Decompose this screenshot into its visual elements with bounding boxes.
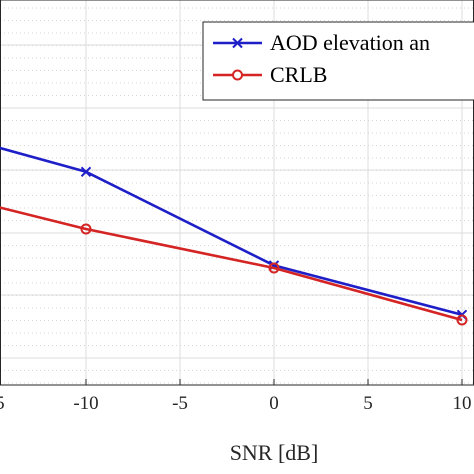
x-tick-label: 5 [363, 393, 373, 414]
x-axis-label: SNR [dB] [230, 440, 319, 465]
legend-label: AOD elevation an [270, 30, 430, 55]
series-point-circle [268, 262, 280, 274]
legend: AOD elevation an CRLB [202, 21, 474, 101]
series-point-x [80, 166, 92, 178]
legend-box [202, 21, 474, 101]
legend-marker [232, 69, 243, 81]
series-point-circle [80, 223, 92, 235]
x-tick-label: 0 [269, 393, 279, 414]
x-tick-label: -5 [172, 393, 188, 414]
legend-label: CRLB [270, 62, 327, 87]
series-line [0, 206, 463, 322]
series-line [0, 146, 463, 317]
x-tick-label: -15 [0, 393, 5, 414]
series-point-circle [456, 314, 468, 326]
data-series [0, 146, 468, 326]
x-axis-ticks: -15 -10 -5 0 5 10 [0, 379, 472, 414]
x-tick-label: -10 [73, 393, 98, 414]
legend-marker [232, 37, 243, 49]
marker-stroke [80, 166, 92, 178]
x-tick-label: 10 [453, 393, 472, 414]
